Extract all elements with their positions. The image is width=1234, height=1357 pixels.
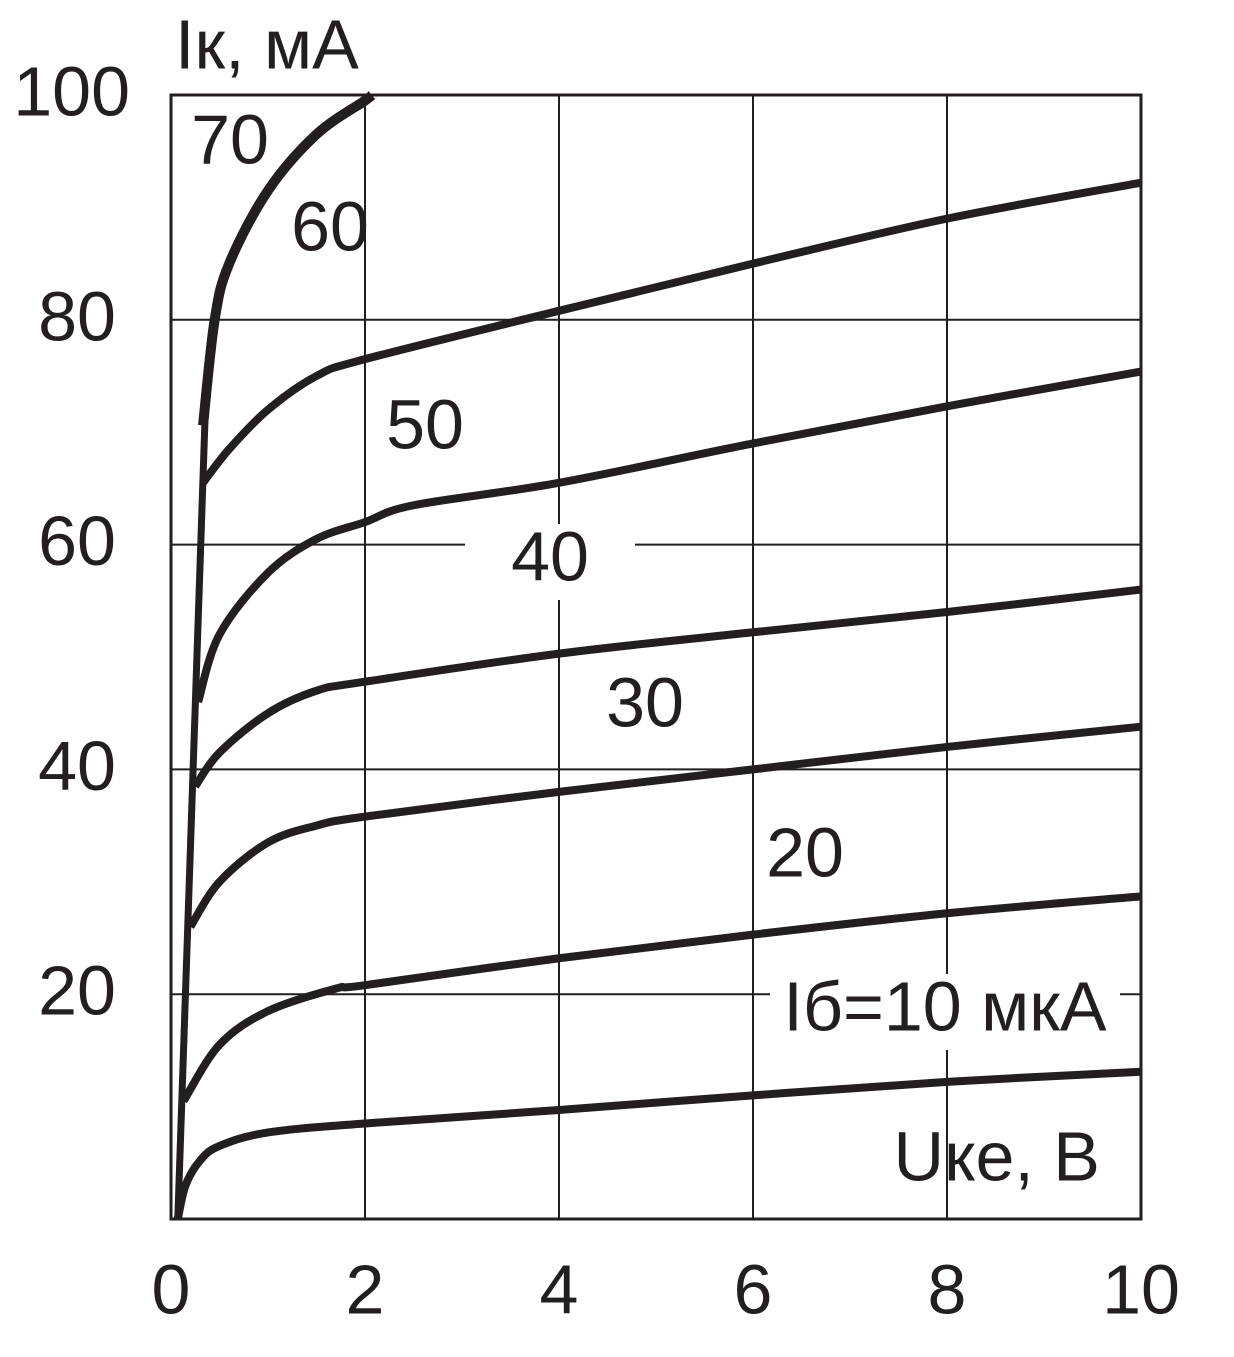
y-tick-label: 20 bbox=[38, 952, 116, 1030]
label-background bbox=[465, 524, 635, 600]
curve bbox=[199, 178, 1142, 486]
x-tick-label: 8 bbox=[928, 1250, 967, 1328]
curve-label: 60 bbox=[291, 187, 369, 265]
curve bbox=[173, 1067, 1142, 1220]
curve-label: 20 bbox=[766, 813, 844, 891]
curve-label: 70 bbox=[191, 100, 269, 178]
curve-label: 50 bbox=[386, 385, 464, 463]
x-tick-label: 10 bbox=[1102, 1250, 1180, 1328]
x-tick-label: 0 bbox=[152, 1250, 191, 1328]
curve bbox=[180, 892, 1142, 1104]
curve-label: 30 bbox=[606, 663, 684, 741]
x-tick-label: 4 bbox=[540, 1250, 579, 1328]
curve bbox=[198, 90, 377, 427]
x-axis-label: Uке, В bbox=[894, 1117, 1100, 1195]
x-tick-label: 6 bbox=[734, 1250, 773, 1328]
y-tick-label: 100 bbox=[13, 52, 130, 130]
curve bbox=[174, 420, 209, 1220]
y-tick-label: 80 bbox=[38, 277, 116, 355]
label-background bbox=[770, 974, 1120, 1050]
curve bbox=[186, 722, 1142, 929]
curve-label: Iб=10 мкА bbox=[783, 967, 1106, 1045]
curve bbox=[194, 367, 1142, 704]
curve bbox=[191, 585, 1142, 789]
curve-label: 40 bbox=[511, 517, 589, 595]
x-tick-label: 2 bbox=[346, 1250, 385, 1328]
y-axis-label: Iк, мА bbox=[175, 5, 359, 83]
y-tick-label: 40 bbox=[38, 727, 116, 805]
y-tick-label: 60 bbox=[38, 502, 116, 580]
